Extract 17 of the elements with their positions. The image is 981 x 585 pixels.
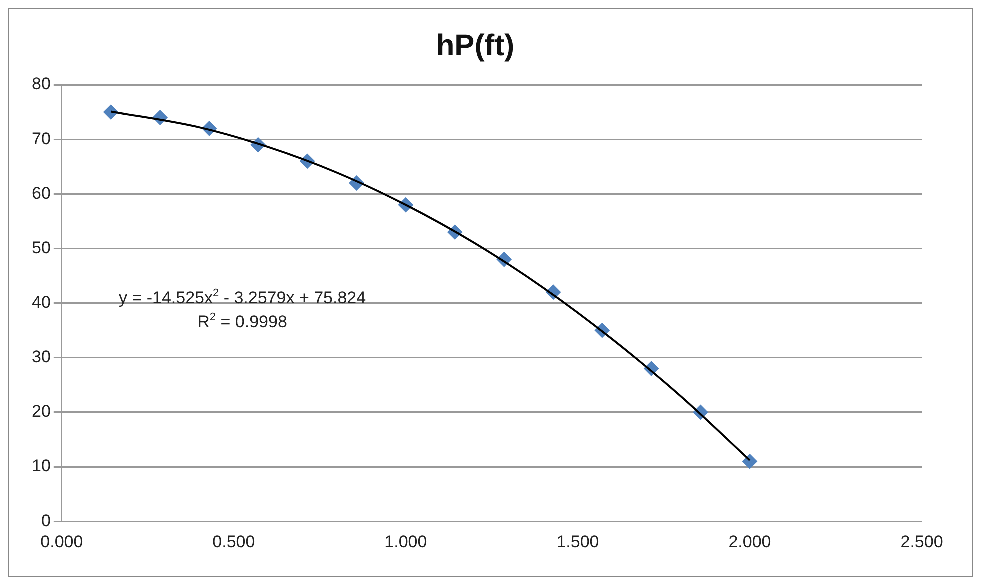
y-tick-label: 70: [32, 129, 51, 148]
y-tick-label: 80: [32, 74, 51, 94]
y-tick-label: 10: [32, 456, 51, 476]
x-tick-label: 1.000: [384, 532, 428, 552]
x-tick-label: 2.000: [728, 532, 772, 552]
y-tick-label: 20: [32, 402, 51, 422]
x-tick-label: 2.500: [900, 532, 944, 552]
x-tick-label: 0.000: [40, 532, 84, 552]
y-tick-label: 30: [32, 348, 51, 367]
x-tick-label: 1.500: [556, 532, 600, 552]
chart-title: hP(ft): [436, 29, 515, 62]
y-tick-label: 50: [32, 238, 51, 258]
x-tick-label: 0.500: [212, 532, 256, 552]
point: [742, 454, 758, 470]
y-tick-label: 40: [32, 292, 51, 312]
y-tick-label: 0: [41, 511, 51, 530]
y-tick-label: 60: [32, 184, 51, 203]
